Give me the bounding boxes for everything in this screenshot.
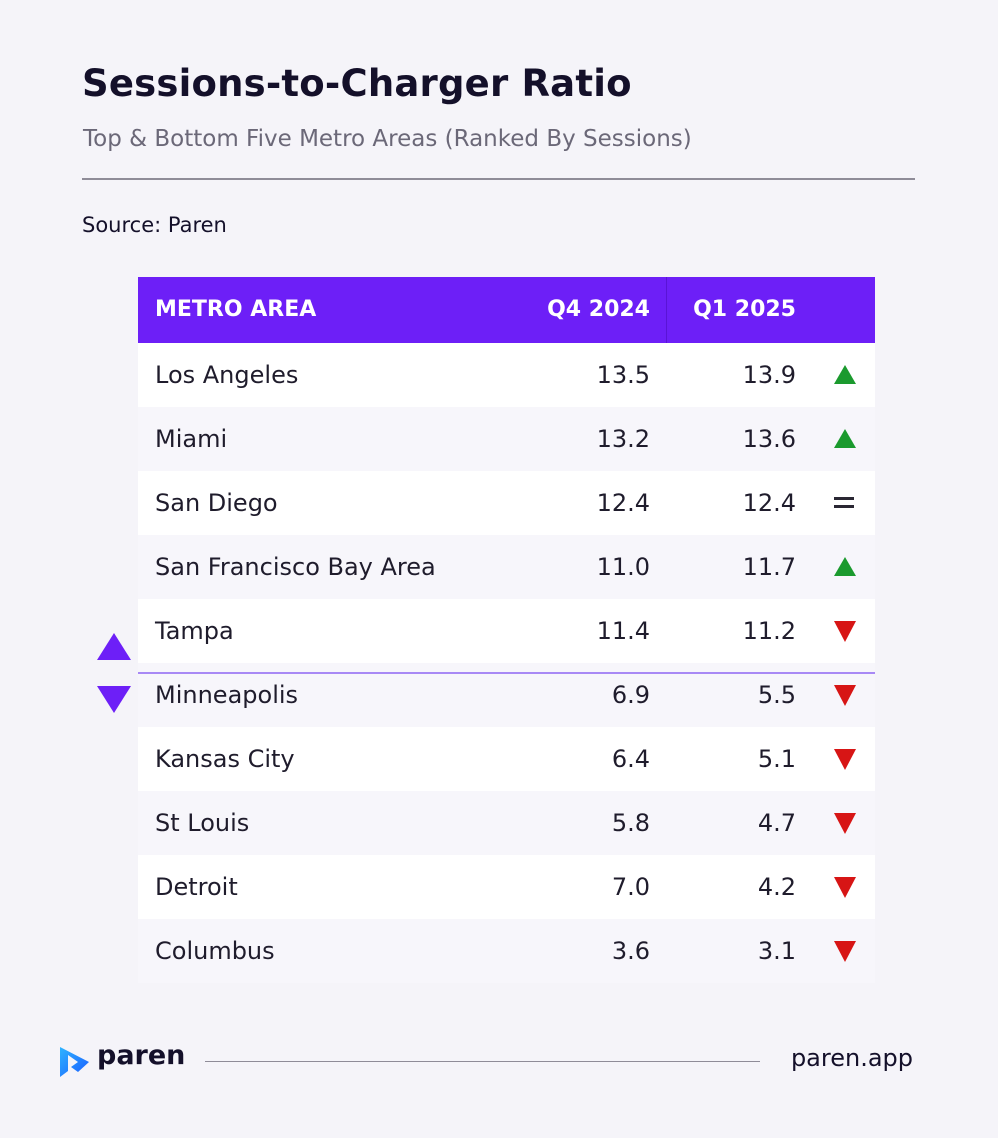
table-row: Los Angeles 13.5 13.9 (138, 343, 875, 407)
q1-2025-value: 4.2 (757, 873, 796, 901)
metro-area-cell: Tampa (155, 617, 234, 645)
q4-2024-value: 13.5 (596, 361, 650, 389)
trend-up-icon (834, 365, 856, 385)
purple-up-triangle-icon (97, 633, 131, 660)
trend-down-icon (834, 685, 856, 706)
footer-brand: paren (97, 1040, 186, 1071)
table-row: St Louis 5.8 4.7 (138, 791, 875, 855)
column-header-q4-2024: Q4 2024 (547, 297, 650, 322)
q4-2024-value: 12.4 (596, 489, 650, 517)
metro-area-cell: Minneapolis (155, 681, 299, 709)
q4-2024-value: 11.0 (596, 553, 650, 581)
header-divider (666, 277, 667, 343)
table-header: METRO AREA Q4 2024 Q1 2025 (138, 277, 875, 343)
table-row: San Francisco Bay Area 11.0 11.7 (138, 535, 875, 599)
q1-2025-value: 11.7 (742, 553, 796, 581)
paren-logo-icon (60, 1047, 89, 1077)
table-row: Detroit 7.0 4.2 (138, 855, 875, 919)
q1-2025-value: 13.6 (742, 425, 796, 453)
q1-2025-value: 11.2 (742, 617, 796, 645)
footer-url: paren.app (790, 1044, 913, 1072)
table-body: Los Angeles 13.5 13.9 Miami 13.2 13.6 San Dieg… (138, 343, 875, 983)
q4-2024-value: 7.0 (611, 873, 650, 901)
trend-down-icon (834, 877, 856, 898)
metro-area-cell: San Diego (155, 489, 278, 517)
metro-area-cell: Miami (155, 425, 228, 453)
q1-2025-value: 5.1 (757, 745, 796, 773)
metro-area-cell: San Francisco Bay Area (155, 553, 436, 581)
purple-down-triangle-icon (97, 686, 131, 713)
data-table: METRO AREA Q4 2024 Q1 2025 Los Angeles 13… (138, 277, 875, 983)
table-row: Kansas City 6.4 5.1 (138, 727, 875, 791)
metro-area-cell: Los Angeles (155, 361, 299, 389)
q4-2024-value: 11.4 (596, 617, 650, 645)
metro-area-cell: Kansas City (155, 745, 295, 773)
q1-2025-value: 12.4 (742, 489, 796, 517)
title-divider (82, 178, 915, 180)
trend-down-icon (834, 621, 856, 642)
trend-equal-icon (834, 493, 856, 513)
trend-up-icon (834, 557, 856, 577)
trend-down-icon (834, 813, 856, 834)
q1-2025-value: 4.7 (757, 809, 796, 837)
table-row: Miami 13.2 13.6 (138, 407, 875, 471)
trend-up-icon (834, 429, 856, 449)
trend-down-icon (834, 749, 856, 770)
metro-area-cell: St Louis (155, 809, 250, 837)
metro-area-cell: Columbus (155, 937, 275, 965)
table-row: San Diego 12.4 12.4 (138, 471, 875, 535)
metro-area-cell: Detroit (155, 873, 238, 901)
q4-2024-value: 6.9 (611, 681, 650, 709)
table-row: Tampa 11.4 11.2 (138, 599, 875, 663)
table-row: Columbus 3.6 3.1 (138, 919, 875, 983)
page-subtitle: Top & Bottom Five Metro Areas (Ranked By… (83, 126, 692, 152)
trend-down-icon (834, 941, 856, 962)
column-header-q1-2025: Q1 2025 (693, 297, 796, 322)
q1-2025-value: 3.1 (757, 937, 796, 965)
q4-2024-value: 6.4 (611, 745, 650, 773)
source-note: Source: Paren (82, 213, 227, 237)
q4-2024-value: 13.2 (596, 425, 650, 453)
page-title: Sessions-to-Charger Ratio (82, 62, 632, 105)
footer-divider (205, 1061, 760, 1062)
q4-2024-value: 3.6 (611, 937, 650, 965)
q1-2025-value: 13.9 (742, 361, 796, 389)
top-bottom-split-line (138, 672, 875, 674)
column-header-metro-area: METRO AREA (155, 297, 317, 322)
q1-2025-value: 5.5 (757, 681, 796, 709)
q4-2024-value: 5.8 (611, 809, 650, 837)
